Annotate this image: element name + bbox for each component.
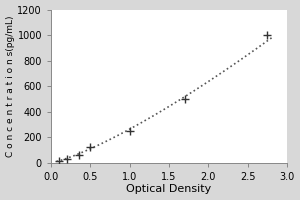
Y-axis label: C o n c e n t r a t i o n s(pg/mL): C o n c e n t r a t i o n s(pg/mL)	[6, 15, 15, 157]
X-axis label: Optical Density: Optical Density	[126, 184, 212, 194]
